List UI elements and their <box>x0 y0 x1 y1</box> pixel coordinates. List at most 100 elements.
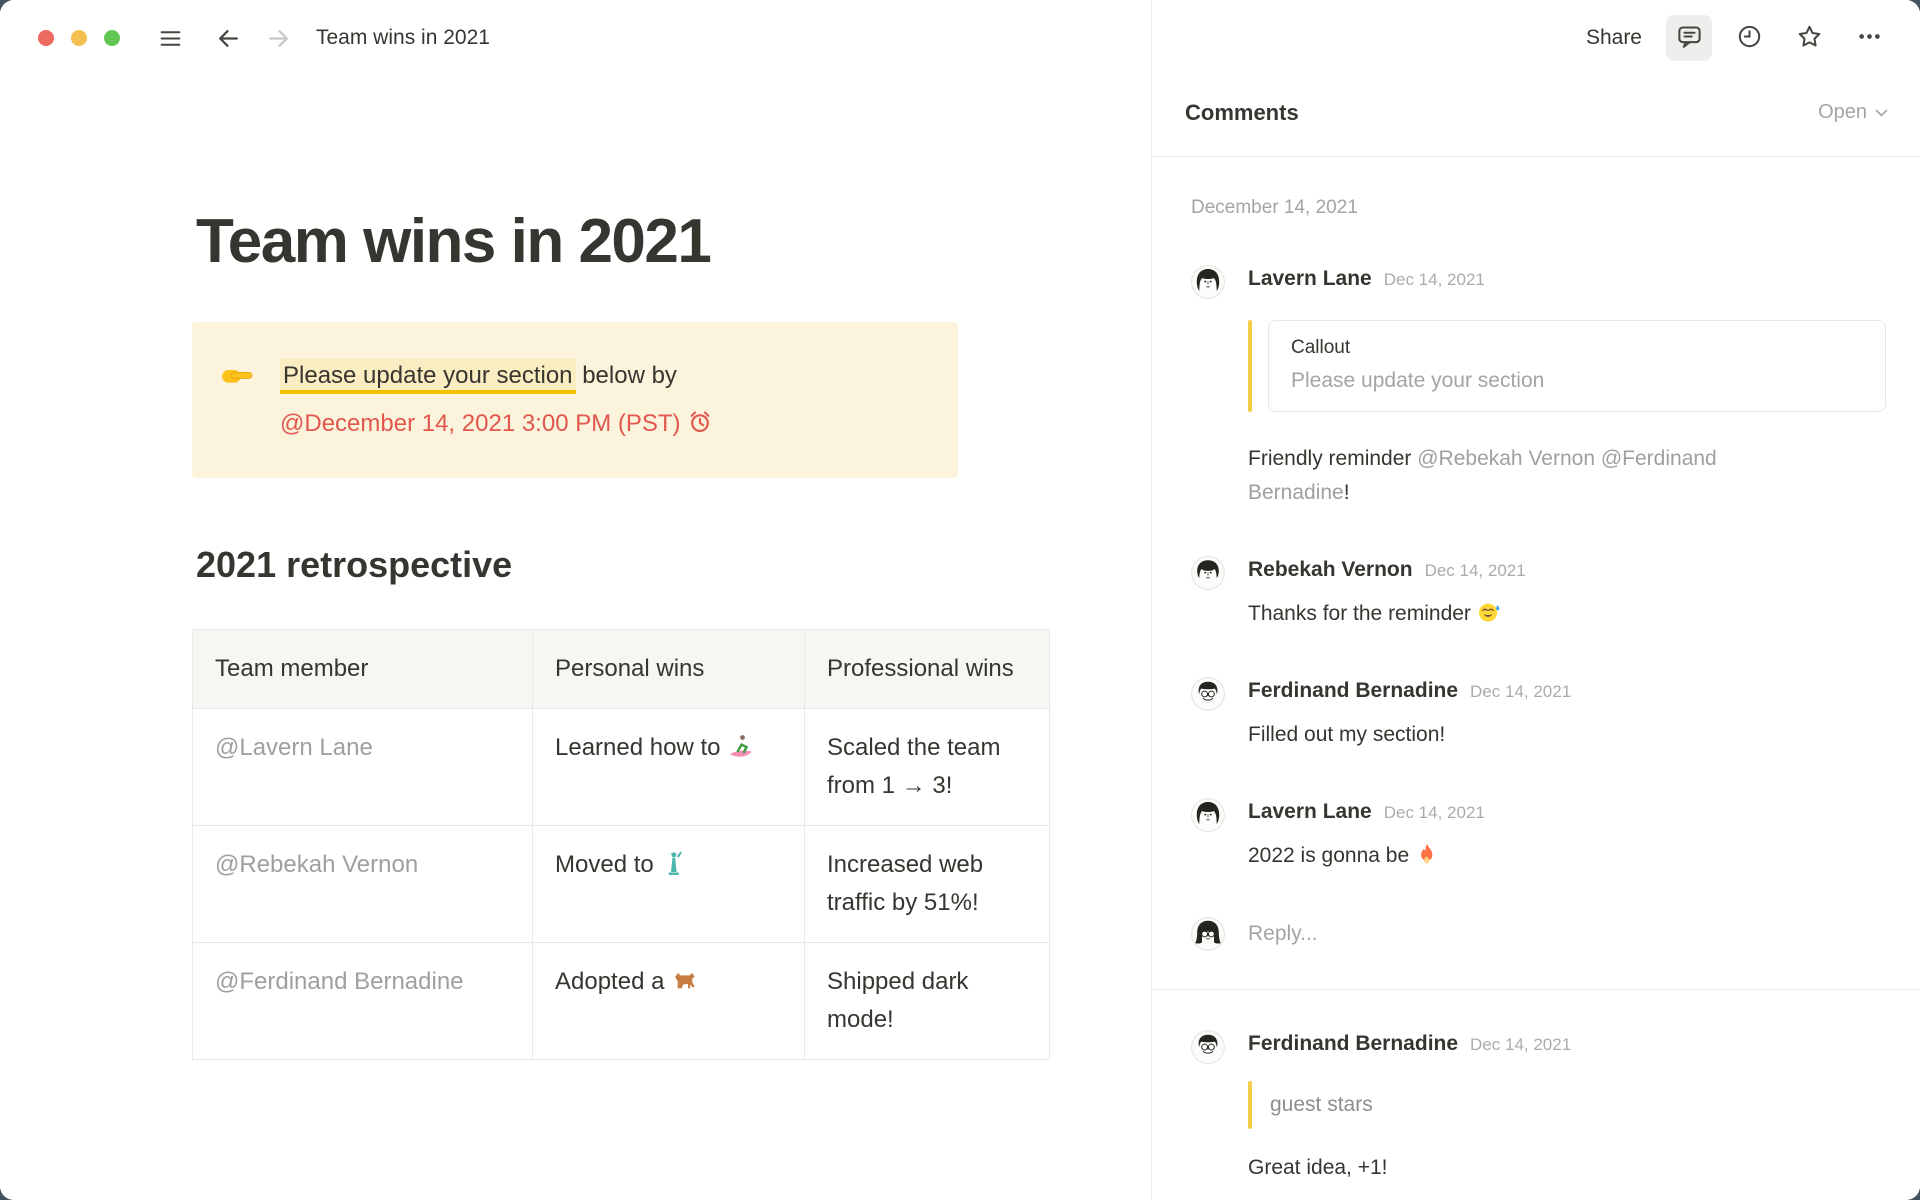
comments-title: Comments <box>1185 99 1299 125</box>
comment-date: Dec 14, 2021 <box>1470 1035 1572 1054</box>
window-titlebar: Team wins in 2021 <box>0 0 1151 76</box>
ellipsis-icon <box>1856 23 1883 53</box>
quote-bar <box>1248 1081 1252 1129</box>
callout-text: Please update your section below by @Dec… <box>280 352 713 448</box>
statue-of-liberty-emoji <box>660 851 688 878</box>
comment: Ferdinand Bernadine Dec 14, 2021 Filled ou… <box>1191 677 1886 752</box>
reply-placeholder: Reply... <box>1248 922 1318 945</box>
table-row: @Rebekah Vernon Moved to Increased web tr… <box>192 825 1050 943</box>
comments-header: Comments Open <box>1185 97 1890 128</box>
comment-thread: Lavern Lane Dec 14, 2021 Callout Please upd… <box>1191 265 1886 951</box>
comments-panel: Share Comme <box>1151 0 1920 1200</box>
comment: Rebekah Vernon Dec 14, 2021 Thanks for the… <box>1191 556 1886 631</box>
panel-divider <box>1152 156 1920 157</box>
favorite-button[interactable] <box>1786 15 1832 61</box>
callout-rest-text: below by <box>575 362 677 389</box>
comment-date: Dec 14, 2021 <box>1383 270 1485 289</box>
dog-emoji <box>671 968 699 995</box>
user-mention[interactable]: @Lavern Lane <box>215 734 373 761</box>
comment-author[interactable]: Ferdinand Bernadine <box>1248 1032 1459 1055</box>
comment-author[interactable]: Lavern Lane <box>1248 800 1372 823</box>
table-cell[interactable]: Adopted a <box>532 942 805 1060</box>
comment-author[interactable]: Rebekah Vernon <box>1248 558 1413 581</box>
user-mention[interactable]: @Ferdinand Bernadine <box>215 968 464 995</box>
thread-divider <box>1152 989 1920 990</box>
table-header-row: Team member Personal wins Professional win… <box>192 629 1050 709</box>
reply-input[interactable]: Reply... <box>1191 917 1886 951</box>
comment: Ferdinand Bernadine Dec 14, 2021 guest sta… <box>1191 1030 1886 1185</box>
comments-date-header: December 14, 2021 <box>1191 197 1358 218</box>
breadcrumb-page-title[interactable]: Team wins in 2021 <box>316 26 490 49</box>
avatar <box>1191 1030 1225 1064</box>
comments-scroll-area[interactable]: December 14, 2021 Lavern Lane Dec 14, 202… <box>1152 157 1920 1200</box>
zoom-button[interactable] <box>104 30 120 46</box>
quoted-block-text: guest stars <box>1270 1093 1373 1116</box>
comment-author[interactable]: Ferdinand Bernadine <box>1248 679 1459 702</box>
reminder-date-mention[interactable]: @December 14, 2021 3:00 PM (PST) <box>280 400 713 448</box>
back-arrow-icon[interactable] <box>214 24 242 52</box>
table-cell[interactable]: Increased web traffic by 51%! <box>804 825 1050 943</box>
comment-date: Dec 14, 2021 <box>1470 682 1572 701</box>
avatar <box>1191 798 1225 832</box>
traffic-lights <box>38 30 120 46</box>
quoted-block[interactable]: Callout Please update your section <box>1248 320 1886 412</box>
comment-date: Dec 14, 2021 <box>1383 803 1485 822</box>
quoted-block-text: Please update your section <box>1291 369 1545 392</box>
table-row: @Ferdinand Bernadine Adopted a Shipped da… <box>192 942 1050 1060</box>
surfer-emoji <box>727 734 755 761</box>
panel-toolbar: Share <box>1576 0 1920 76</box>
avatar <box>1191 677 1225 711</box>
star-icon <box>1796 23 1823 53</box>
alarm-clock-emoji <box>687 410 713 437</box>
comment: Lavern Lane Dec 14, 2021 Callout Please upd… <box>1191 265 1886 510</box>
comments-button[interactable] <box>1666 15 1712 61</box>
comment-header: Lavern Lane Dec 14, 2021 <box>1248 798 1886 827</box>
chevron-down-icon <box>1875 101 1888 124</box>
share-button[interactable]: Share <box>1576 20 1652 56</box>
table-column-header: Professional wins <box>804 629 1050 709</box>
comment-body: Filled out my section! <box>1248 723 1446 746</box>
comment-date: Dec 14, 2021 <box>1424 561 1526 580</box>
user-mention[interactable]: @Ferdinand Bernadine <box>1248 447 1717 504</box>
comment-body: Great idea, +1! <box>1248 1156 1388 1179</box>
highlighted-text: Please update your section <box>280 359 576 394</box>
user-mention[interactable]: @Rebekah Vernon <box>215 851 419 878</box>
table-cell[interactable]: Learned how to <box>532 708 805 826</box>
avatar <box>1191 917 1225 951</box>
table-cell[interactable]: @Lavern Lane <box>192 708 533 826</box>
page-title: Team wins in 2021 <box>196 207 712 276</box>
table-column-header: Team member <box>192 629 533 709</box>
table-cell[interactable]: @Ferdinand Bernadine <box>192 942 533 1060</box>
comment-header: Ferdinand Bernadine Dec 14, 2021 <box>1248 1030 1886 1059</box>
table-row: @Lavern Lane Learned how to Scaled the te… <box>192 708 1050 826</box>
history-button[interactable] <box>1726 15 1772 61</box>
clock-icon <box>1736 23 1763 53</box>
retrospective-table: Team member Personal wins Professional win… <box>192 629 1050 1060</box>
comment-author[interactable]: Lavern Lane <box>1248 267 1372 290</box>
minimize-button[interactable] <box>71 30 87 46</box>
comment-header: Ferdinand Bernadine Dec 14, 2021 <box>1248 677 1886 706</box>
table-cell[interactable]: @Rebekah Vernon <box>192 825 533 943</box>
quoted-callout-box: Callout Please update your section <box>1268 320 1886 412</box>
table-cell[interactable]: Moved to <box>532 825 805 943</box>
more-button[interactable] <box>1846 15 1892 61</box>
comments-filter-dropdown[interactable]: Open <box>1816 97 1890 128</box>
comment-header: Rebekah Vernon Dec 14, 2021 <box>1248 556 1886 585</box>
grinning-sweat-emoji <box>1477 602 1501 625</box>
comment: Lavern Lane Dec 14, 2021 2022 is gonna be <box>1191 798 1886 873</box>
callout-block[interactable]: Please update your section below by @Dec… <box>192 322 958 478</box>
sidebar-toggle-icon[interactable] <box>156 24 184 52</box>
table-cell[interactable]: Shipped dark mode! <box>804 942 1050 1060</box>
comment-body: 2022 is gonna be <box>1248 839 1808 873</box>
table-cell[interactable]: Scaled the team from 1 → 3! <box>804 708 1050 826</box>
document-area: Team wins in 2021 Team wins in 2021 Plea… <box>0 0 1151 1060</box>
user-mention[interactable]: @Rebekah Vernon <box>1417 447 1596 470</box>
close-button[interactable] <box>38 30 54 46</box>
table-column-header: Personal wins <box>532 629 805 709</box>
forward-arrow-icon[interactable] <box>264 24 292 52</box>
comment-thread: Ferdinand Bernadine Dec 14, 2021 guest sta… <box>1191 1030 1886 1200</box>
pointing-right-emoji <box>220 352 254 448</box>
avatar <box>1191 265 1225 299</box>
quoted-block[interactable]: guest stars <box>1248 1081 1886 1129</box>
